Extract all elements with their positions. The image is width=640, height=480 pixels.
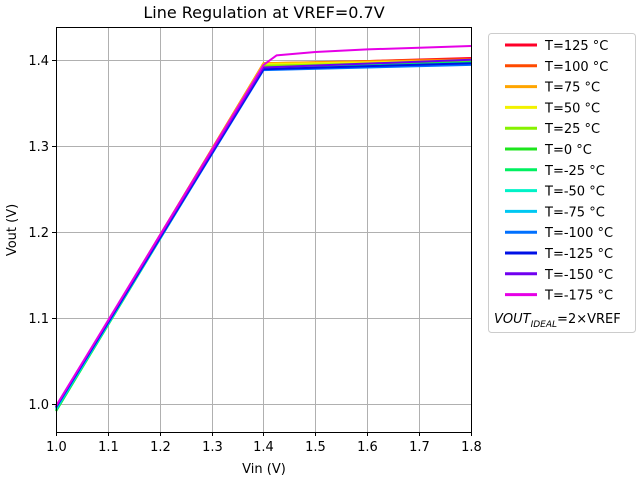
y-tick-label: 1.3 (28, 140, 49, 155)
x-axis-label: Vin (V) (242, 462, 286, 477)
legend-label-5: T=0 °C (544, 143, 592, 158)
x-tick-label: 1.5 (305, 440, 326, 455)
y-tick-label: 1.1 (28, 312, 49, 327)
legend-label-6: T=-25 °C (544, 164, 605, 179)
legend-label-9: T=-100 °C (544, 226, 613, 241)
y-axis-label: Vout (V) (5, 204, 20, 256)
x-axis: 1.0 1.1 1.2 1.3 1.4 1.5 1.6 1.7 1.8 (46, 432, 482, 455)
legend-label-0: T=125 °C (544, 39, 608, 54)
legend-label-7: T=-50 °C (544, 185, 605, 200)
legend-label-8: T=-75 °C (544, 205, 605, 220)
legend-label-4: T=25 °C (544, 122, 600, 137)
x-tick-label: 1.6 (357, 440, 378, 455)
grid (56, 27, 472, 432)
legend: T=125 °C T=100 °C T=75 °C T=50 °C T=25 °C T=0… (489, 34, 636, 333)
y-tick-label: 1.2 (28, 226, 49, 241)
ideal-suffix: =2×VREF (557, 312, 621, 327)
legend-label-11: T=-150 °C (544, 268, 613, 283)
y-tick-label: 1.0 (28, 398, 49, 413)
x-tick-label: 1.1 (98, 440, 119, 455)
x-tick-label: 1.3 (202, 440, 223, 455)
x-tick-label: 1.4 (253, 440, 274, 455)
y-axis: 1.0 1.1 1.2 1.3 1.4 (28, 54, 56, 413)
x-tick-label: 1.2 (150, 440, 171, 455)
chart-title: Line Regulation at VREF=0.7V (143, 3, 384, 22)
legend-label-2: T=75 °C (544, 81, 600, 96)
legend-label-10: T=-125 °C (544, 247, 613, 262)
x-tick-label: 1.7 (409, 440, 430, 455)
y-tick-label: 1.4 (28, 54, 49, 69)
legend-label-1: T=100 °C (544, 60, 608, 75)
legend-label-12: T=-175 °C (544, 289, 613, 304)
x-tick-label: 1.0 (46, 440, 67, 455)
ideal-prefix: VOUT (494, 312, 532, 327)
ideal-subscript: IDEAL (531, 320, 557, 330)
x-tick-label: 1.8 (461, 440, 482, 455)
legend-label-3: T=50 °C (544, 101, 600, 116)
